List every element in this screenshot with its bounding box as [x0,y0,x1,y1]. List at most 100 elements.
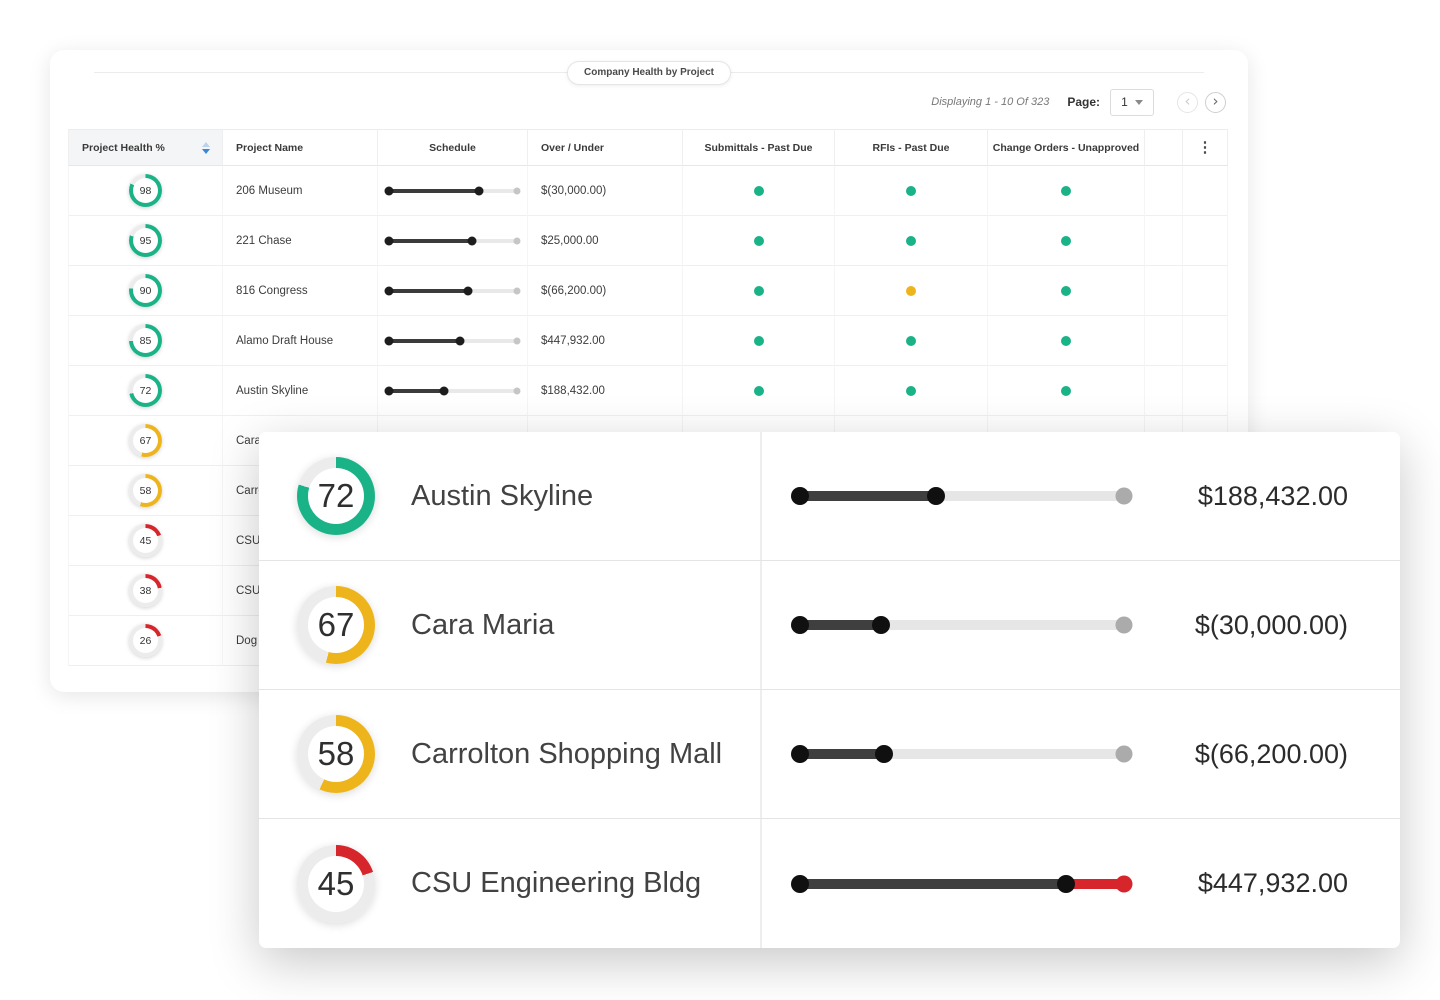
schedule-slider-fill [388,188,480,193]
detail-row-right: $447,932.00 [760,868,1400,899]
slider-start-handle[interactable] [791,487,809,505]
over-under-amount: $25,000.00 [541,234,599,247]
detail-project-name: CSU Engineering Bldg [411,867,702,899]
over-under-cell: $(66,200.00) [528,266,683,316]
submittals-status-dot [753,285,764,296]
column-header-label: Schedule [429,141,476,154]
table-row[interactable]: 72 Austin Skyline $188,432.00 [68,366,1228,416]
over-under-amount: $(30,000.00) [541,184,607,197]
schedule-slider[interactable] [384,386,520,395]
schedule-slider[interactable] [384,186,520,195]
table-row[interactable]: 98 206 Museum $(30,000.00) [68,166,1228,216]
change_orders-cell [988,166,1145,216]
detail-row[interactable]: 58 Carrolton Shopping Mall $(66,200.00) [259,690,1400,819]
column-header-submittals-past-due[interactable]: Submittals - Past Due [683,129,835,166]
slider-start-handle[interactable] [791,745,809,763]
column-header-label: RFIs - Past Due [872,141,950,154]
schedule-slider[interactable] [791,874,1133,893]
detail-over-under-amount: $(66,200.00) [1194,738,1348,769]
project-name: Dog [236,634,258,647]
slider-start-handle[interactable] [791,874,809,893]
slider-end-handle[interactable] [1115,875,1133,892]
column-header-rfis-past-due[interactable]: RFIs - Past Due [835,129,988,166]
health-gauge: 90 [129,274,162,307]
slider-current-handle[interactable] [455,336,465,345]
slider-current-handle[interactable] [467,236,477,245]
slider-current-handle[interactable] [1056,874,1075,893]
detail-row-left: 45 CSU Engineering Bldg [259,844,760,923]
slider-end-handle[interactable] [513,237,520,244]
column-header-project-health[interactable]: Project Health % [68,129,223,166]
schedule-slider[interactable] [791,487,1133,505]
sort-icon[interactable] [202,141,210,154]
prev-page-button[interactable]: ‹ [1177,91,1198,113]
project-name: 816 Congress [236,284,308,297]
schedule-cell [378,266,528,316]
slider-end-handle[interactable] [513,337,520,344]
column-header-over-under[interactable]: Over / Under [528,129,683,166]
over-under-amount: $(66,200.00) [541,284,607,297]
detail-row[interactable]: 72 Austin Skyline $188,432.00 [259,432,1400,561]
column-header-menu[interactable]: ⋮ [1183,129,1228,166]
health-gauge: 38 [129,574,162,607]
detail-row[interactable]: 67 Cara Maria $(30,000.00) [259,561,1400,690]
slider-end-handle[interactable] [513,187,520,194]
slider-start-handle[interactable] [384,186,393,195]
schedule-slider[interactable] [384,286,520,295]
slider-current-handle[interactable] [474,186,484,195]
schedule-slider-fill [800,749,885,759]
health-gauge: 95 [129,224,162,257]
slider-end-handle[interactable] [1115,745,1133,763]
submittals-cell [683,316,835,366]
health-cell: 72 [68,366,223,416]
kebab-menu-icon[interactable]: ⋮ [1197,139,1213,156]
detail-project-name: Cara Maria [411,608,555,641]
project-name: 221 Chase [236,234,292,247]
project-name-cell: 221 Chase [223,216,378,266]
over-under-cell: $447,932.00 [528,316,683,366]
health-gauge: 45 [297,844,375,923]
change-orders-status-dot [1061,285,1071,296]
over-under-amount: $447,932.00 [541,334,605,347]
displaying-range-text: Displaying 1 - 10 Of 323 [931,96,1050,108]
slider-end-handle[interactable] [513,287,520,294]
schedule-slider[interactable] [791,745,1133,763]
health-cell: 58 [68,466,223,516]
slider-start-handle[interactable] [384,336,393,345]
slider-end-handle[interactable] [1115,487,1133,505]
slider-end-handle[interactable] [1115,616,1133,634]
table-row[interactable]: 95 221 Chase $25,000.00 [68,216,1228,266]
slider-current-handle[interactable] [927,487,946,505]
column-header-empty [1145,129,1183,166]
detail-row[interactable]: 45 CSU Engineering Bldg $447,932.00 [259,819,1400,948]
detail-card-divider [760,432,762,948]
slider-end-handle[interactable] [513,387,520,394]
slider-current-handle[interactable] [872,616,890,634]
slider-current-handle[interactable] [439,386,449,395]
health-gauge: 72 [297,457,375,535]
column-header-schedule[interactable]: Schedule [378,129,528,166]
slider-current-handle[interactable] [875,745,894,763]
schedule-slider[interactable] [384,336,520,345]
table-row[interactable]: 85 Alamo Draft House $447,932.00 [68,316,1228,366]
slider-start-handle[interactable] [791,616,809,634]
page-select[interactable]: 1 [1110,88,1154,116]
table-row[interactable]: 90 816 Congress $(66,200.00) [68,266,1228,316]
schedule-slider-fill [800,878,1066,889]
detail-rows: 72 Austin Skyline $188,432.00 67 Cara Maria $… [259,432,1400,948]
schedule-cell [378,216,528,266]
detail-project-name: Carrolton Shopping Mall [411,737,723,770]
slider-start-handle[interactable] [384,386,393,395]
schedule-slider[interactable] [384,236,520,245]
column-header-project-name[interactable]: Project Name [223,129,378,166]
sort-desc-icon [202,148,210,154]
slider-current-handle[interactable] [463,286,473,295]
empty-cell [1145,166,1183,216]
slider-start-handle[interactable] [384,286,393,295]
schedule-slider[interactable] [791,616,1133,634]
schedule-cell [378,366,528,416]
column-header-change-orders-unapproved[interactable]: Change Orders - Unapproved [988,129,1145,166]
slider-start-handle[interactable] [384,236,393,245]
health-gauge: 58 [129,474,162,507]
next-page-button[interactable]: › [1205,91,1226,113]
